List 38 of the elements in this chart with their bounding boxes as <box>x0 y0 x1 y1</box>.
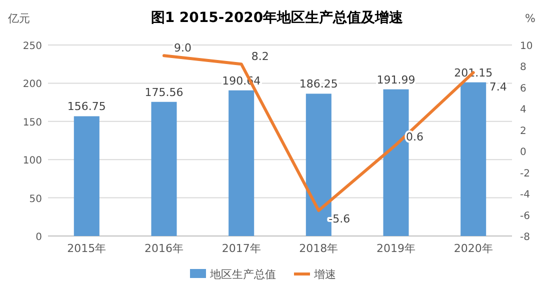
y-tick-label: 100 <box>22 156 42 167</box>
data-label: 191.99 <box>376 73 416 86</box>
y2-tick-label: 8 <box>520 62 526 74</box>
x-tick-label: 2015年 <box>67 242 106 255</box>
data-label: 186.25 <box>299 78 338 91</box>
data-label: 7.4 <box>489 80 507 94</box>
y-tick-label: 0 <box>36 232 42 243</box>
y2-tick-label: 4 <box>520 104 526 116</box>
y-tick-label: 250 <box>22 41 42 52</box>
bar <box>151 102 177 236</box>
y2-tick-label: 6 <box>520 83 526 94</box>
bar <box>460 82 486 236</box>
data-label: 175.56 <box>144 86 184 99</box>
legend-label: 地区生产总值 <box>209 268 276 281</box>
y2-tick-label: 10 <box>520 41 533 52</box>
legend-label: 增速 <box>313 268 336 281</box>
y2-axis-title: % <box>525 12 536 25</box>
data-label: 156.75 <box>67 100 106 114</box>
x-tick-label: 2016年 <box>144 242 184 255</box>
bar <box>74 116 100 236</box>
y-tick-label: 200 <box>22 79 42 90</box>
chart-title: 图1 2015-2020年地区生产总值及增速 <box>150 9 404 26</box>
y2-tick-label: -4 <box>520 190 530 201</box>
y2-tick-label: 2 <box>520 126 526 137</box>
data-label: 9.0 <box>174 42 192 55</box>
y-tick-label: 50 <box>29 194 42 205</box>
y2-tick-label: -8 <box>520 232 530 243</box>
y2-tick-label: -6 <box>520 210 530 222</box>
x-tick-label: 2020年 <box>454 242 493 255</box>
data-label: 8.2 <box>251 50 269 64</box>
y2-tick-label: 0 <box>520 147 526 158</box>
y2-tick-label: -2 <box>520 168 530 180</box>
y-axis-title: 亿元 <box>7 12 30 25</box>
x-tick-label: 2019年 <box>376 242 416 255</box>
x-tick-label: 2018年 <box>299 242 338 255</box>
y-tick-label: 150 <box>22 117 42 128</box>
x-tick-label: 2017年 <box>222 242 261 255</box>
bar <box>228 90 254 236</box>
